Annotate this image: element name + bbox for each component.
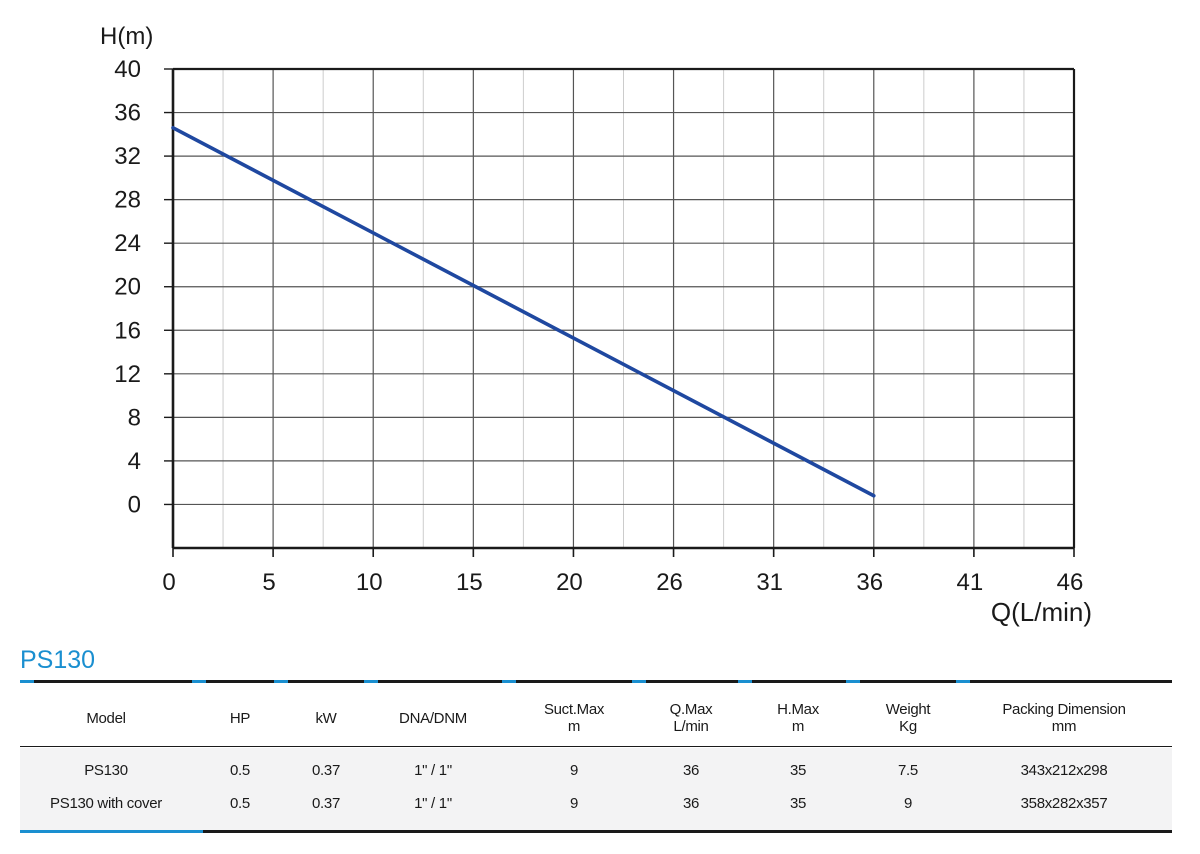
table-cell: 358x282x357 xyxy=(1020,795,1108,812)
top-rule-accent xyxy=(956,680,970,683)
column-header-line: Model xyxy=(86,709,126,727)
y-tick-label: 20 xyxy=(114,274,141,301)
y-tick-label: 4 xyxy=(128,448,141,475)
top-rule-accent xyxy=(20,680,34,683)
column-header-line: mm xyxy=(1051,718,1077,735)
top-rule-accent xyxy=(738,680,752,683)
column-header: Packing Dimension mm xyxy=(956,698,1172,738)
y-axis-label: H(m) xyxy=(100,23,153,50)
x-tick-label: 26 xyxy=(656,569,683,596)
column-header-line: DNA/DNM xyxy=(399,709,467,727)
top-rule-accent xyxy=(502,680,516,683)
column-header: DNA/DNM xyxy=(364,698,502,738)
y-tick-label: 36 xyxy=(114,100,141,127)
column-header: kW xyxy=(274,698,378,738)
table-cell: PS130 xyxy=(84,762,128,779)
x-tick-label: 5 xyxy=(262,569,275,596)
top-rule-accent xyxy=(364,680,378,683)
column-header-line: Q.Max xyxy=(669,701,713,718)
x-tick-label: 46 xyxy=(1057,569,1084,596)
y-tick-label: 0 xyxy=(128,491,141,518)
top-rule-accent xyxy=(192,680,206,683)
x-tick-label: 10 xyxy=(356,569,383,596)
column-header-line: Weight xyxy=(885,701,931,718)
column-header-line: H.Max xyxy=(777,701,819,718)
y-tick-label: 32 xyxy=(114,143,141,170)
table-cell: 0.37 xyxy=(312,762,340,779)
x-tick-label: 0 xyxy=(162,569,175,596)
table-bottom-rule xyxy=(20,830,1172,833)
table-cell: PS130 with cover xyxy=(50,795,162,812)
y-tick-label: 12 xyxy=(114,361,141,388)
performance-curve xyxy=(171,125,876,498)
table-cell: 36 xyxy=(682,795,700,812)
header-rule xyxy=(20,746,1172,747)
bottom-rule-accent xyxy=(20,830,203,833)
x-tick-label: 15 xyxy=(456,569,483,596)
column-header-line: m xyxy=(567,718,581,735)
x-tick-label: 41 xyxy=(957,569,984,596)
plot-frame xyxy=(171,67,1076,550)
x-axis-label: Q(L/min) xyxy=(991,597,1092,627)
column-header-line: m xyxy=(791,718,805,735)
table-cell: 0.5 xyxy=(230,762,250,779)
x-axis-ticks: 0 5 10 15 20 26 31 36 41 46 xyxy=(162,548,1083,596)
column-header: HP xyxy=(192,698,288,738)
table-cell: 7.5 xyxy=(898,762,918,779)
table-cell: 35 xyxy=(789,795,807,812)
column-header-line: Kg xyxy=(899,718,917,735)
table-cell: 9 xyxy=(569,762,579,779)
top-rule-accent xyxy=(632,680,646,683)
table-top-rule xyxy=(20,680,1172,683)
top-rule-accent xyxy=(274,680,288,683)
table-cell: 9 xyxy=(569,795,579,812)
y-tick-label: 8 xyxy=(128,404,141,431)
column-header-line: Suct.Max xyxy=(543,701,605,718)
column-header-line: kW xyxy=(315,709,337,727)
table-cell: 35 xyxy=(789,762,807,779)
y-tick-label: 40 xyxy=(114,56,141,83)
x-tick-label: 31 xyxy=(756,569,783,596)
y-tick-label: 16 xyxy=(114,317,141,344)
column-header: Weight Kg xyxy=(846,698,970,738)
table-cell: 9 xyxy=(903,795,913,812)
table-cell: 0.5 xyxy=(230,795,250,812)
table-cell: 0.37 xyxy=(312,795,340,812)
x-tick-label: 36 xyxy=(856,569,883,596)
y-tick-label: 24 xyxy=(114,230,141,257)
column-header: Q.Max L/min xyxy=(632,698,750,738)
model-title: PS130 xyxy=(20,646,96,674)
spec-table: Model HP kW DNA/DNM Suct.Max m Q.Max L/min H.Max… xyxy=(20,680,1172,834)
series-group xyxy=(171,125,876,498)
grid xyxy=(173,69,1074,548)
y-tick-label: 28 xyxy=(114,187,141,214)
column-header-line: L/min xyxy=(673,718,709,735)
table-cell: 343x212x298 xyxy=(1020,762,1108,779)
column-header-line: Packing Dimension xyxy=(1002,701,1126,718)
table-cell: 1" / 1" xyxy=(414,795,452,812)
column-header: H.Max m xyxy=(738,698,858,738)
column-header: Model xyxy=(20,698,192,738)
top-rule-accent xyxy=(846,680,860,683)
table-cell: 1" / 1" xyxy=(414,762,452,779)
column-header: Suct.Max m xyxy=(502,698,646,738)
table-body xyxy=(20,748,1172,830)
column-header-line: HP xyxy=(229,709,251,727)
table-cell: 36 xyxy=(682,762,700,779)
x-tick-label: 20 xyxy=(556,569,583,596)
